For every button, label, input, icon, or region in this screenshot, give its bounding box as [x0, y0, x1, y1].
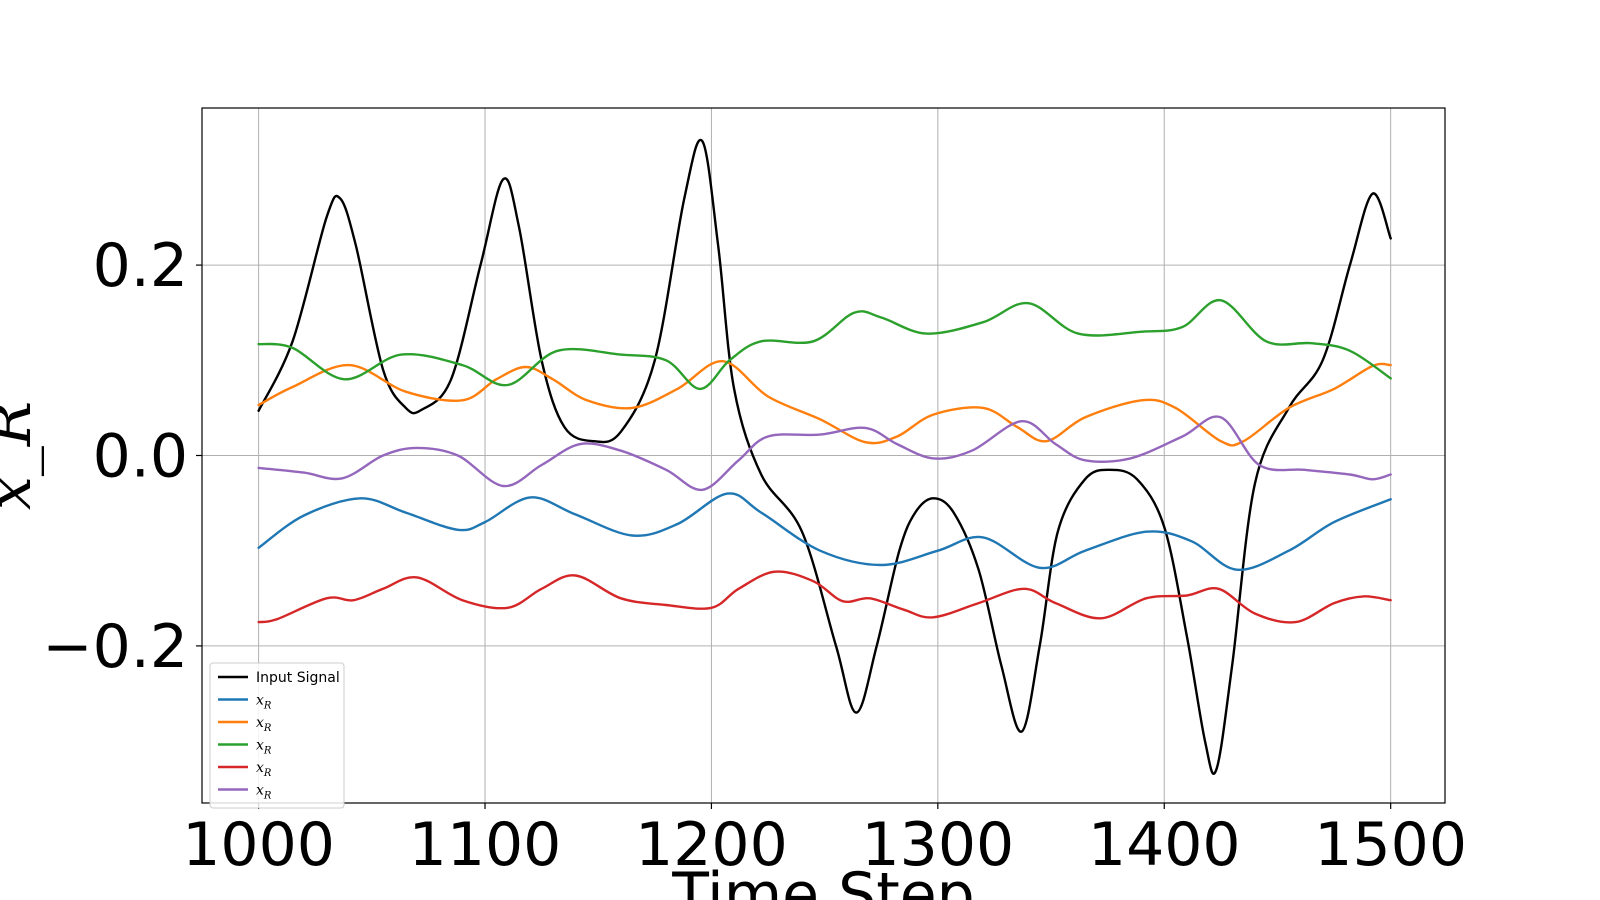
legend-label-main: x	[256, 738, 264, 754]
legend-label: Input Signal	[256, 670, 340, 686]
y-axis-ticks: −0.2 0.0 0.2	[42, 231, 202, 682]
x-tick-label: 1200	[635, 810, 788, 880]
x-tick-label: 1100	[409, 810, 562, 880]
legend-label-main: x	[256, 783, 264, 799]
series-line-2	[257, 360, 1392, 447]
legend-label-subscript: R	[263, 791, 272, 802]
y-tick-label: 0.0	[93, 422, 188, 492]
legend-label-subscript: R	[263, 723, 272, 734]
legend-label-main: x	[256, 715, 264, 731]
y-tick-label: −0.2	[42, 612, 188, 682]
x-tick-label: 1500	[1314, 810, 1467, 880]
legend-label-subscript: R	[263, 768, 272, 779]
y-axis-label: x_R	[0, 401, 45, 510]
legend-label-main: x	[256, 693, 264, 709]
y-axis-label-text: x_R	[0, 401, 45, 510]
legend-label: xR	[256, 693, 272, 712]
legend-label-subscript: R	[263, 746, 272, 757]
legend-label-main: x	[256, 760, 264, 776]
legend-label-subscript: R	[263, 701, 272, 712]
series-line-5	[257, 415, 1392, 492]
x-tick-label: 1400	[1088, 810, 1241, 880]
legend-label: xR	[256, 783, 272, 802]
y-tick-label: 0.2	[93, 231, 188, 301]
x-axis-ticks: 1000 1100 1200 1300 1400 1500	[182, 803, 1467, 880]
legend-label: xR	[256, 738, 272, 757]
series-line-1	[257, 492, 1392, 571]
grid	[202, 108, 1445, 803]
legend-label: xR	[256, 760, 272, 779]
legend-label: xR	[256, 715, 272, 734]
x-tick-label: 1300	[861, 810, 1014, 880]
x-axis-label: Time Step	[671, 860, 975, 900]
series-line-4	[257, 570, 1392, 624]
series-layer	[257, 138, 1392, 775]
series-line-3	[257, 299, 1392, 391]
x-tick-label: 1000	[182, 810, 335, 880]
